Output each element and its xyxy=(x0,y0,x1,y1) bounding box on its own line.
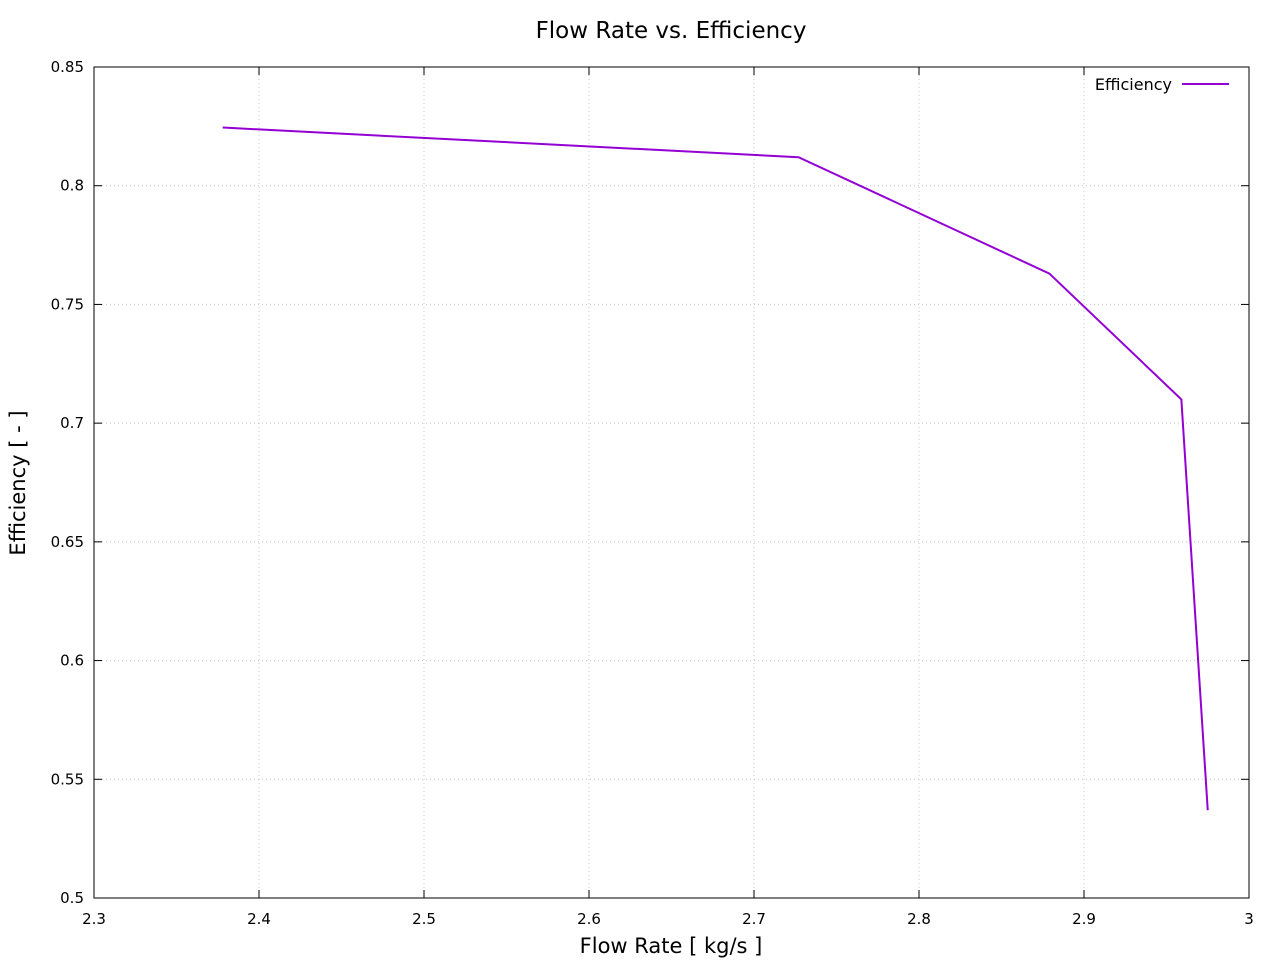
y-tick-label: 0.7 xyxy=(60,414,84,432)
series-line-efficiency xyxy=(222,126,1209,811)
y-tick-label: 0.8 xyxy=(60,177,84,195)
x-tick-label: 2.3 xyxy=(82,910,106,928)
series-lines xyxy=(222,126,1209,811)
legend-label-efficiency: Efficiency xyxy=(1095,75,1172,94)
x-tick-label: 2.7 xyxy=(742,910,766,928)
x-tick-label: 2.5 xyxy=(412,910,436,928)
x-axis-title: Flow Rate [ kg/s ] xyxy=(580,934,763,958)
y-tick-label: 0.5 xyxy=(60,889,84,907)
x-axis-tick-labels: 2.3 2.4 2.5 2.6 2.7 2.8 2.9 3 xyxy=(82,910,1254,928)
x-tick-label: 2.8 xyxy=(907,910,931,928)
y-tick-label: 0.55 xyxy=(51,770,84,788)
y-axis-tick-labels: 0.5 0.55 0.6 0.65 0.7 0.75 0.8 0.85 xyxy=(51,58,84,907)
legend: Efficiency xyxy=(1095,75,1229,94)
chart-title: Flow Rate vs. Efficiency xyxy=(536,18,807,44)
x-tick-label: 2.9 xyxy=(1072,910,1096,928)
grid-lines xyxy=(94,67,1249,898)
x-tick-label: 3 xyxy=(1244,910,1254,928)
y-tick-label: 0.65 xyxy=(51,533,84,551)
x-tick-label: 2.6 xyxy=(577,910,601,928)
y-tick-label: 0.75 xyxy=(51,295,84,313)
plot-area-border xyxy=(93,66,1250,899)
y-tick-label: 0.85 xyxy=(51,58,84,76)
y-tick-label: 0.6 xyxy=(60,652,84,670)
y-axis-title: Efficiency [ - ] xyxy=(6,410,30,555)
x-tick-label: 2.4 xyxy=(247,910,271,928)
